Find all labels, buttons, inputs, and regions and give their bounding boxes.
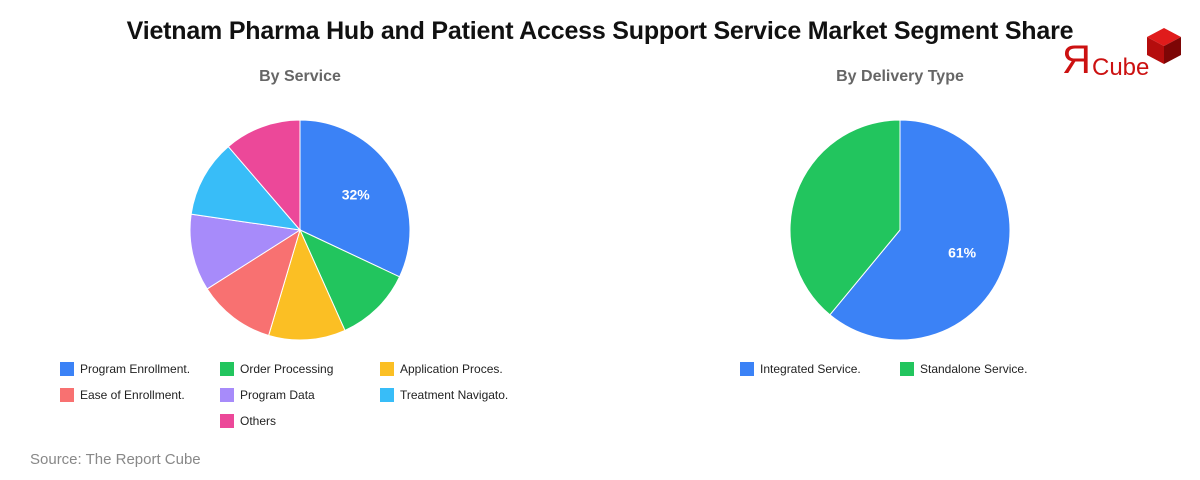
pie-slice[interactable] [298,228,401,332]
slice-percent-label: 32% [342,187,371,203]
cube-icon [1147,28,1181,64]
legend-swatch [380,388,394,402]
legend-item[interactable]: Order Processing [220,362,333,376]
pie-slice[interactable] [206,228,301,337]
legend-item[interactable]: Ease of Enrollment. [60,388,185,402]
delivery-pie-chart: 61% [790,119,1010,341]
legend-item[interactable]: Treatment Navigato. [380,388,508,402]
pie-slice[interactable] [829,119,1010,341]
delivery-chart-subtitle: By Delivery Type [836,68,964,85]
legend-swatch [60,388,74,402]
pie-slice[interactable] [190,145,302,231]
legend-item[interactable]: Others [220,414,276,428]
legend-swatch [900,362,914,376]
pie-slice[interactable] [790,119,901,316]
pie-slice[interactable] [268,228,346,341]
legend-swatch [220,388,234,402]
logo-mark: Я [1062,38,1091,82]
delivery-legend: Integrated Service. Standalone Service. [740,362,1060,382]
chart-title: Vietnam Pharma Hub and Patient Access Su… [126,17,1074,45]
legend-item[interactable]: Integrated Service. [740,362,861,376]
legend-swatch [380,362,394,376]
legend-item[interactable]: Program Data [220,388,315,402]
service-legend: Program Enrollment. Order Processing App… [60,362,540,432]
legend-swatch [220,362,234,376]
pie-slice[interactable] [227,119,301,232]
pie-slice[interactable] [299,119,410,278]
source-note: Source: The Report Cube [30,451,201,468]
pie-slice[interactable] [190,213,302,290]
service-pie-chart: 32% [190,119,410,341]
legend-swatch [60,362,74,376]
legend-swatch [220,414,234,428]
report-cube-logo: Я Cube [1062,26,1187,86]
legend-item[interactable]: Application Proces. [380,362,503,376]
service-chart-subtitle: By Service [259,68,341,85]
logo-text: Cube [1092,54,1150,81]
legend-swatch [740,362,754,376]
slice-percent-label: 61% [948,244,977,260]
legend-item[interactable]: Program Enrollment. [60,362,190,376]
legend-item[interactable]: Standalone Service. [900,362,1027,376]
